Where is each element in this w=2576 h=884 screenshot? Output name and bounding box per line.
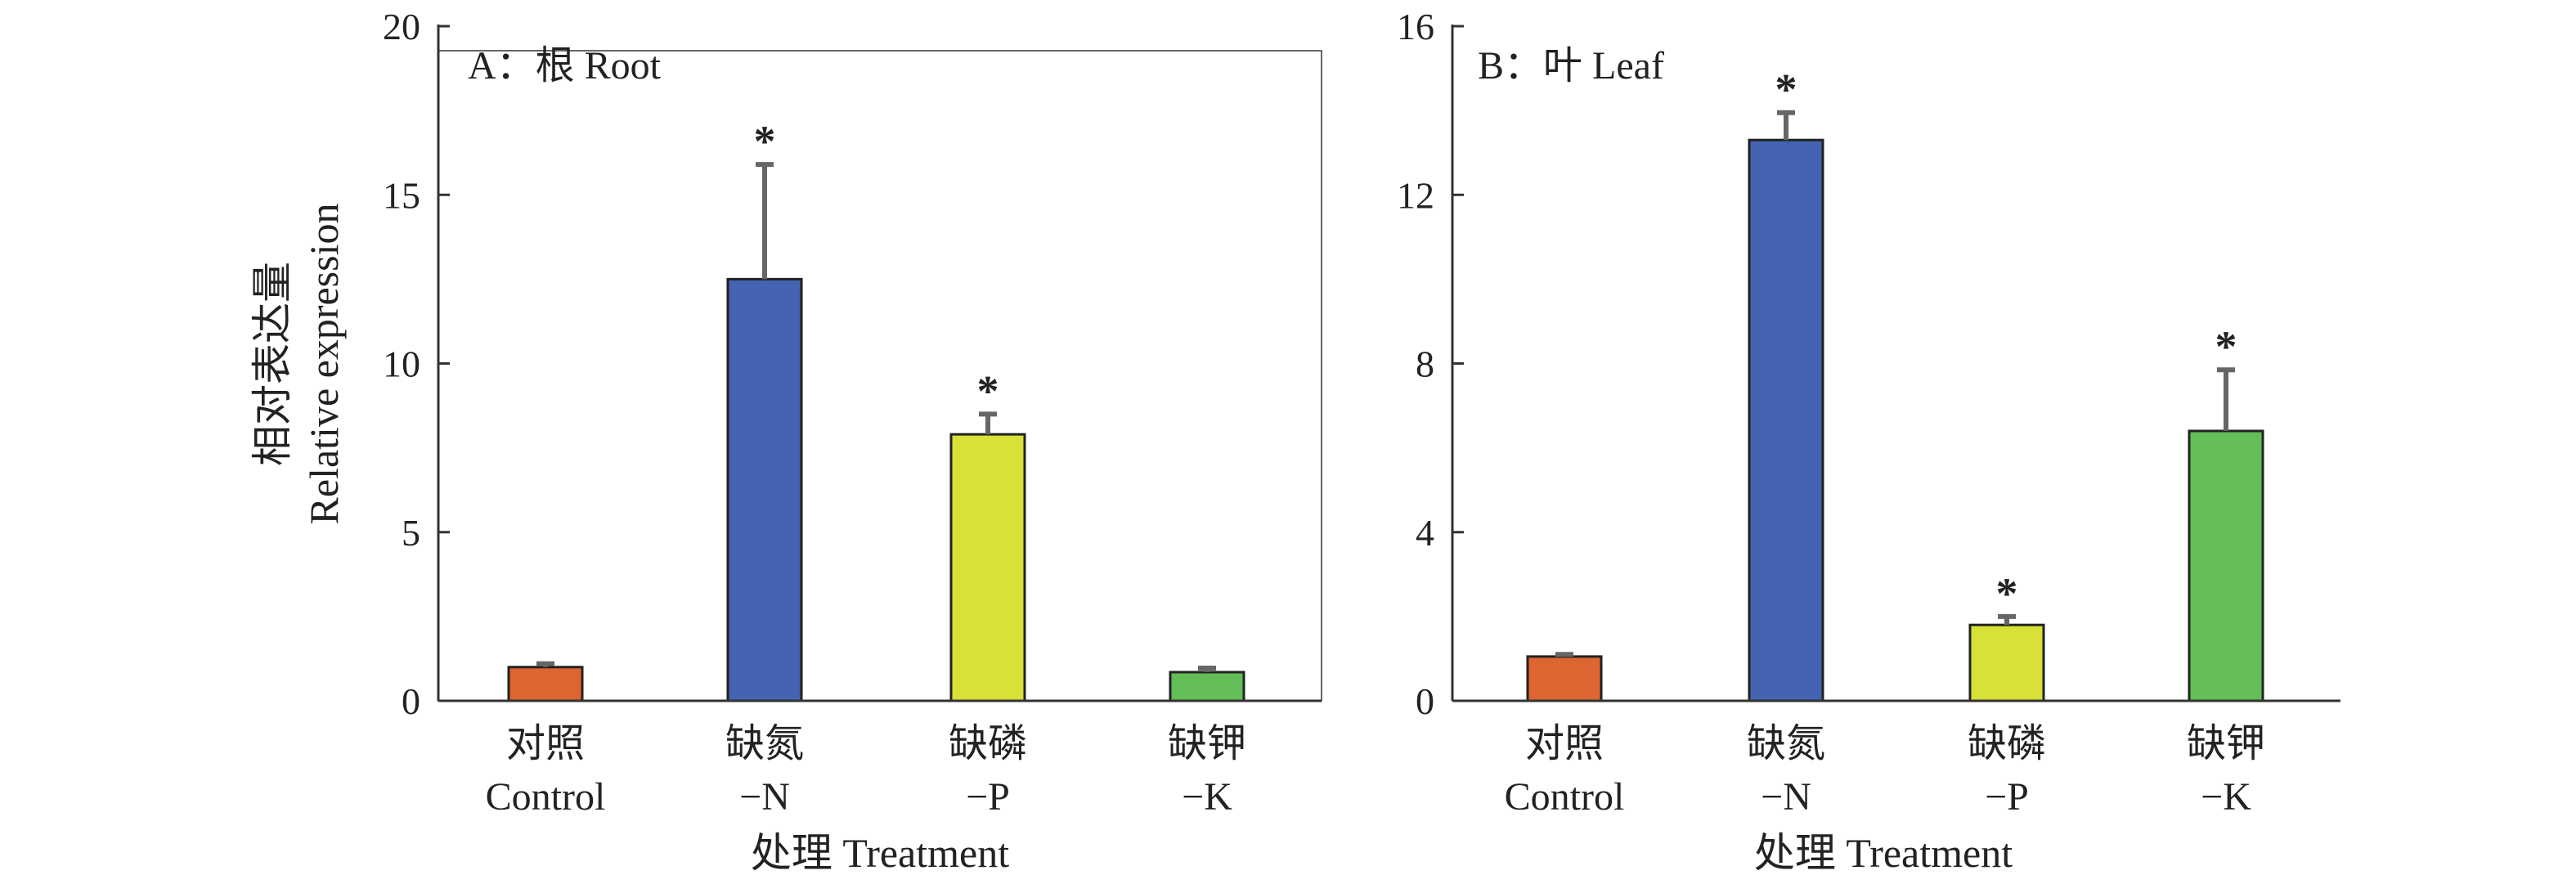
x-category-label-en: −K bbox=[1182, 775, 1232, 819]
x-category-label-en: −K bbox=[2201, 775, 2251, 819]
y-tick-label: 20 bbox=[383, 6, 420, 47]
y-axis-label-cn: 相对表达量 bbox=[249, 262, 295, 466]
significance-star: * bbox=[1775, 65, 1797, 114]
x-axis-label: 处理 Treatment bbox=[1754, 830, 2013, 876]
bar bbox=[726, 277, 803, 702]
y-tick-label: 12 bbox=[1397, 174, 1434, 216]
x-category-label-cn: 缺钾 bbox=[2187, 722, 2265, 765]
y-tick-label: 5 bbox=[402, 512, 420, 554]
bars bbox=[507, 277, 1245, 702]
bar bbox=[949, 433, 1026, 702]
bar bbox=[1169, 671, 1245, 702]
error-bars bbox=[1555, 110, 2235, 657]
significance-marks: * * * bbox=[1775, 65, 2237, 618]
bar bbox=[507, 666, 584, 702]
x-category-label-en: −N bbox=[739, 775, 790, 819]
x-category-label-en: −P bbox=[1985, 775, 2029, 819]
error-bars bbox=[536, 162, 1216, 672]
x-category-label-cn: 缺钾 bbox=[1168, 722, 1246, 765]
significance-star: * bbox=[977, 366, 999, 415]
panel-label: B：叶 Leaf bbox=[1478, 44, 1664, 88]
y-ticks: 0 5 10 15 20 bbox=[383, 6, 450, 722]
x-category-label-en: −P bbox=[966, 775, 1010, 819]
significance-marks: ** bbox=[754, 117, 999, 415]
significance-star: * bbox=[1996, 569, 2018, 618]
y-tick-label: 10 bbox=[383, 343, 420, 385]
x-category-label-cn: 缺磷 bbox=[949, 722, 1027, 765]
category-labels: 对照 Control 缺氮 −N 缺磷 −P 缺钾 −K bbox=[1505, 722, 2265, 819]
chart-panel-root: 相对表达量 Relative expression A：根 Root 处理 Tr… bbox=[249, 6, 1322, 876]
panel-label: A：根 Root bbox=[468, 44, 662, 88]
x-category-label-cn: 缺磷 bbox=[1968, 722, 2046, 765]
y-tick-label: 0 bbox=[402, 680, 420, 722]
x-category-label-en: −N bbox=[1761, 775, 1811, 819]
x-axis-label: 处理 Treatment bbox=[751, 830, 1009, 876]
x-category-label-cn: 缺氮 bbox=[725, 722, 804, 765]
y-tick-label: 16 bbox=[1397, 6, 1434, 47]
y-axis-label-en: Relative expression bbox=[301, 204, 347, 525]
y-tick-label: 4 bbox=[1416, 512, 1434, 554]
x-category-label-cn: 对照 bbox=[506, 722, 585, 765]
bars bbox=[1526, 138, 2264, 702]
y-ticks: 0 4 8 12 16 bbox=[1397, 6, 1464, 722]
bar bbox=[1748, 138, 1824, 702]
chart-panel-leaf: B：叶 Leaf 处理 Treatment 0 4 8 12 16 * * * 对照 Cont… bbox=[1397, 6, 2340, 876]
y-tick-label: 8 bbox=[1416, 343, 1434, 385]
x-category-label-en: Control bbox=[486, 775, 606, 819]
bar bbox=[1968, 623, 2045, 702]
x-category-label-cn: 对照 bbox=[1525, 722, 1604, 765]
x-category-label-en: Control bbox=[1505, 775, 1625, 819]
x-category-label-cn: 缺氮 bbox=[1747, 722, 1825, 765]
plot-frame bbox=[438, 50, 1322, 702]
y-tick-label: 0 bbox=[1416, 680, 1434, 722]
significance-star: * bbox=[754, 117, 776, 166]
y-tick-label: 15 bbox=[383, 174, 420, 216]
significance-star: * bbox=[2215, 322, 2237, 371]
bar bbox=[2188, 429, 2264, 702]
bar bbox=[1526, 655, 1603, 702]
category-labels: 对照 Control 缺氮 −N 缺磷 −P 缺钾 −K bbox=[486, 722, 1246, 819]
